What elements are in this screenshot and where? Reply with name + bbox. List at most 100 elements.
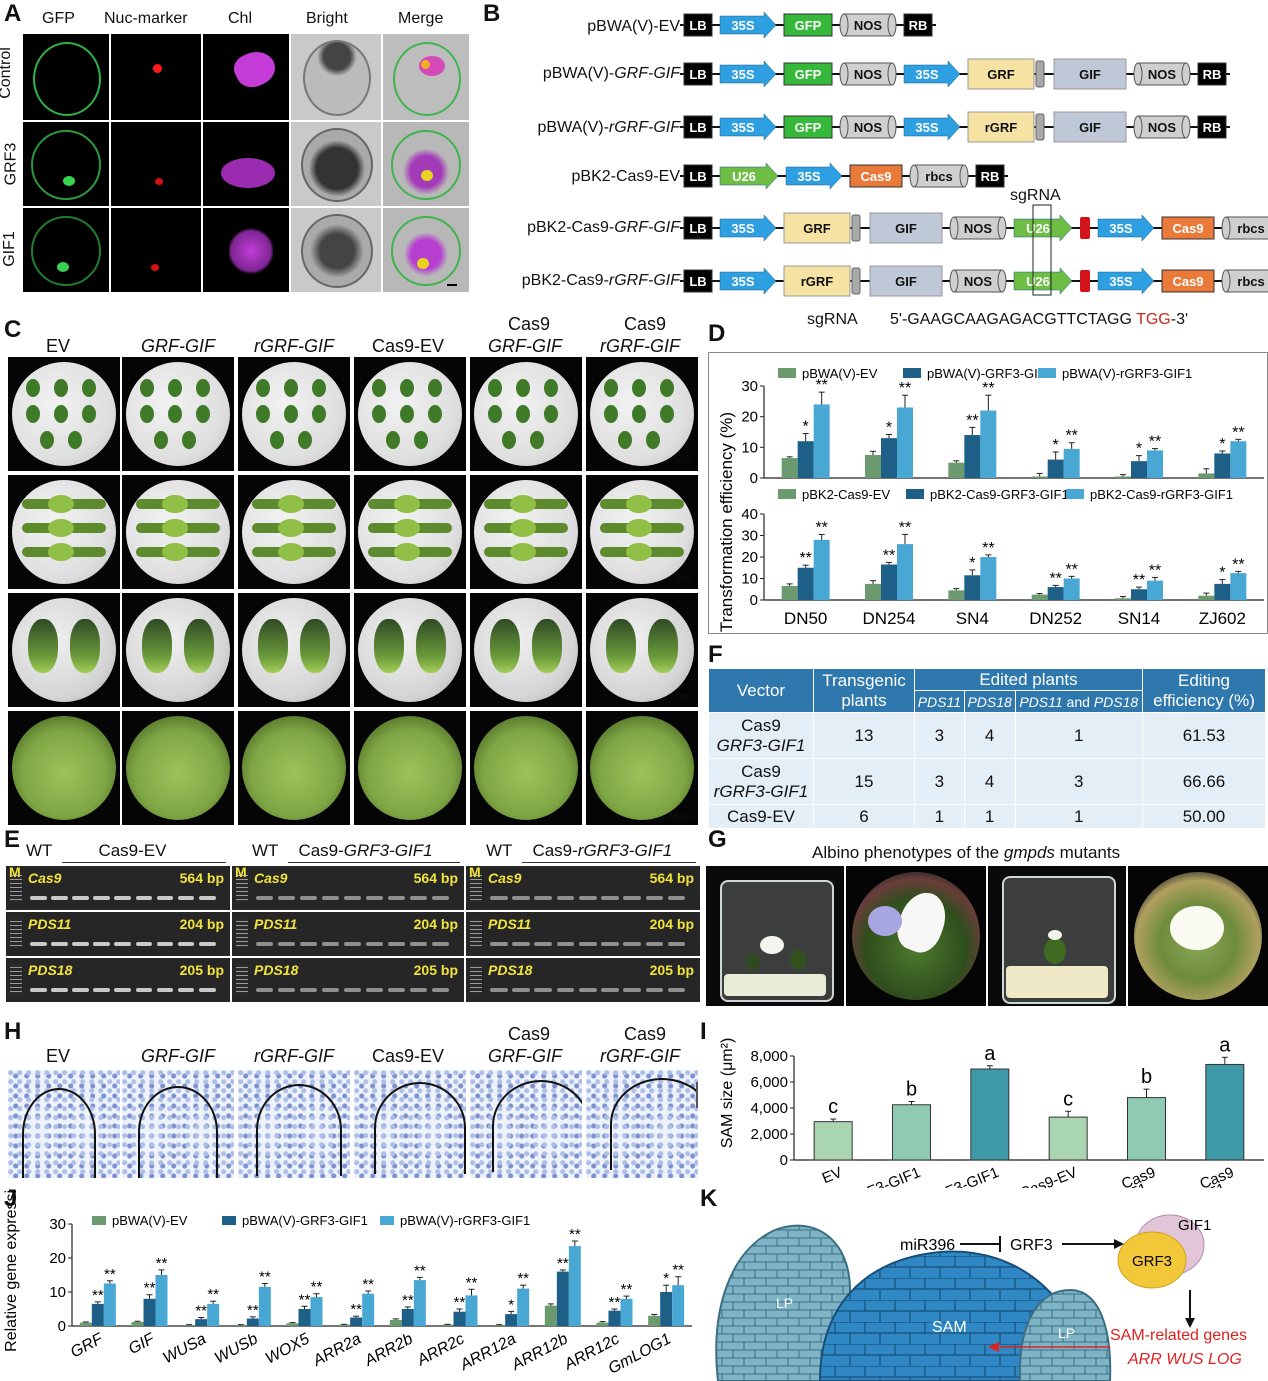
y-tick-label: 0 — [58, 1318, 66, 1335]
gel-band — [256, 988, 274, 992]
ladder-lane — [236, 964, 248, 994]
vector-part-35s: 35S — [785, 162, 843, 190]
row-label-grf3: GRF3 — [2, 142, 20, 186]
bar — [544, 1305, 557, 1326]
vector-part-nos: NOS — [839, 62, 897, 86]
gel-construct-label: Cas9-rGRF3-GIF1 — [532, 841, 673, 860]
svg-text:NOS: NOS — [854, 120, 883, 135]
svg-text:rbcs: rbcs — [925, 169, 952, 184]
gel-band — [156, 942, 174, 946]
x-tick-label: GRF — [68, 1330, 107, 1361]
significance-mark: ** — [207, 1286, 219, 1303]
vector-part-u26: U26 — [1013, 267, 1073, 295]
photo-albino-box-1 — [706, 866, 844, 1006]
legend-label: pBK2-Cas9-EV — [802, 487, 890, 502]
svg-text:rGRF: rGRF — [985, 120, 1018, 135]
callus — [48, 543, 74, 561]
gel-band — [93, 896, 111, 900]
gel-band — [366, 896, 384, 900]
x-tick-label: DN252 — [1029, 609, 1082, 628]
micrograph-control-chl — [202, 33, 290, 121]
svg-text:LB: LB — [689, 169, 706, 184]
sgrna-cassette — [1080, 217, 1090, 239]
vector-part-35s: 35S — [903, 113, 961, 141]
gel-gene-label: Cas9 — [254, 870, 288, 886]
culture-photo — [122, 711, 234, 825]
bar — [234, 1324, 247, 1326]
bar — [1147, 580, 1163, 600]
svg-text:35S: 35S — [915, 120, 938, 135]
significance-mark: ** — [1149, 434, 1161, 451]
gel-size-label: 205 bp — [649, 962, 694, 978]
bar — [1048, 1116, 1088, 1161]
gel-band — [156, 896, 174, 900]
vector-part-rb: RB — [1197, 115, 1227, 139]
legend-swatch — [92, 1216, 106, 1225]
significance-mark: ** — [621, 1281, 633, 1298]
x-tick-label: ARR12a — [457, 1330, 519, 1374]
x-tick-label: WUSa — [160, 1330, 209, 1367]
callus — [510, 495, 536, 513]
significance-mark: * — [803, 419, 809, 436]
bar — [1131, 589, 1147, 600]
explant — [82, 405, 96, 423]
vector-part-grf: GRF — [967, 58, 1045, 90]
significance-mark: ** — [569, 1226, 581, 1243]
sam-outline — [22, 1088, 96, 1178]
vector-part-rbcs: rbcs — [909, 164, 969, 188]
vector-part-rbcs: rbcs — [1221, 269, 1268, 293]
gel-header-line — [522, 862, 696, 863]
gel-header-line — [288, 862, 460, 863]
gel-band — [490, 896, 508, 900]
legend-swatch — [778, 368, 796, 378]
panel-label-b: B — [483, 0, 501, 27]
vector-part-lb: LB — [683, 269, 713, 293]
significance-mark: ** — [144, 1280, 156, 1297]
gel-band — [645, 988, 664, 992]
svg-text:35S: 35S — [731, 67, 754, 82]
lp-right-label: LP — [1058, 1325, 1075, 1341]
h-col-cas9-ev: Cas9-EV — [372, 1046, 445, 1066]
culture-photo — [470, 475, 582, 589]
x-tick-label: GRF3-GIF1 — [1071, 1180, 1150, 1188]
svg-text:GIF: GIF — [895, 274, 917, 289]
gel-band — [30, 942, 47, 946]
callus — [394, 519, 420, 537]
significance-mark: ** — [299, 1291, 311, 1308]
ladder-lane — [470, 918, 482, 948]
x-tick-label: rGRF3-GIF1 — [918, 1164, 1002, 1188]
culture-photo — [122, 593, 234, 707]
explant — [646, 431, 660, 449]
legend-label: pBWA(V)-EV — [112, 1213, 188, 1228]
panel-label-e: E — [4, 826, 21, 853]
bar — [881, 564, 897, 600]
ladder-lane — [236, 918, 248, 948]
gel-band — [344, 896, 362, 900]
gel-gene-label: PDS18 — [254, 962, 299, 978]
vector-part-rgrf: rGRF — [967, 111, 1045, 143]
table-row: Cas9 GRF3-GIF1 13 3 4 1 61.53 — [708, 712, 1266, 759]
explant — [530, 431, 544, 449]
svg-text:GRF: GRF — [803, 221, 831, 236]
y-tick-label: 0 — [750, 470, 758, 487]
gel-size-label: 204 bp — [179, 916, 224, 932]
histology-section — [470, 1070, 582, 1178]
sam-genes-title: SAM-related genes — [1110, 1327, 1247, 1344]
significance-mark: ** — [517, 1270, 529, 1287]
sam-label: SAM — [932, 1319, 967, 1336]
th-pds11: PDS11 — [914, 690, 965, 713]
vector-part-grf: GRF — [783, 212, 861, 244]
callus — [278, 543, 304, 561]
gel-band — [93, 942, 111, 946]
x-tick-label: ARR2a — [310, 1330, 364, 1370]
gel-band — [512, 988, 530, 992]
sam-genes: ARR WUS LOG — [1127, 1351, 1242, 1368]
gel-band — [556, 896, 575, 900]
y-tick-label: 0 — [780, 1152, 788, 1169]
ladder-lane — [470, 872, 482, 902]
th-transgenic: Transgenic plants — [813, 668, 915, 713]
culture-photo — [238, 711, 350, 825]
svg-text:GIF: GIF — [895, 221, 917, 236]
vector-name-pbk2-grf-gif: pBK2-Cas9-GRF-GIF — [527, 219, 681, 236]
